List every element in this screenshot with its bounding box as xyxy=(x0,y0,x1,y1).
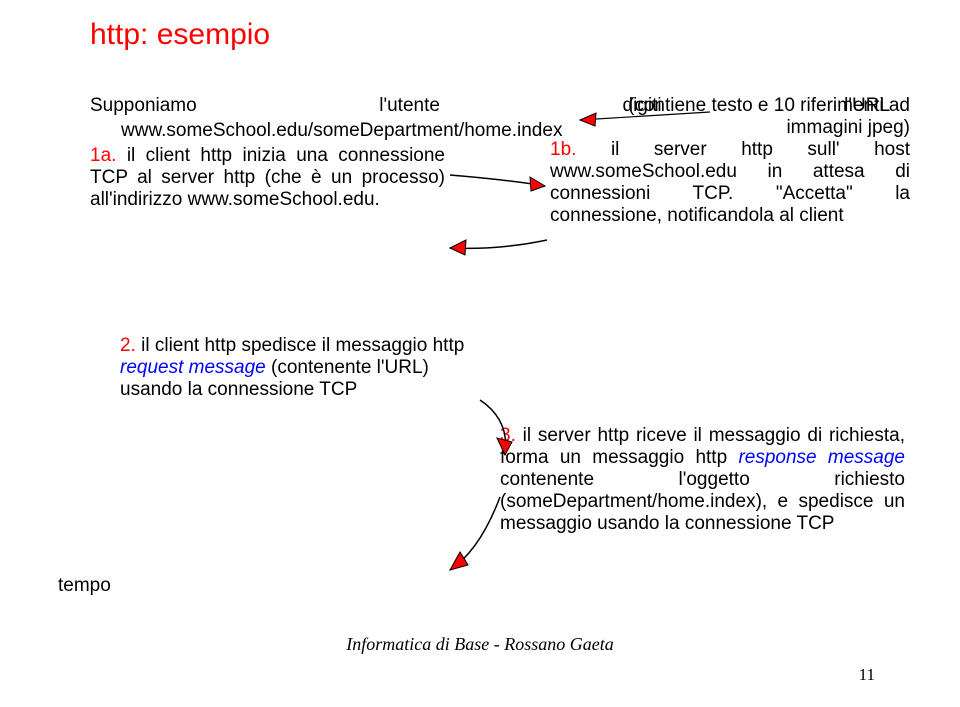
page-number: 11 xyxy=(859,665,875,685)
tempo-label: tempo xyxy=(58,575,111,597)
step-2-num: 2. xyxy=(120,335,136,356)
step-3-num: 3. xyxy=(500,425,516,446)
page-title: http: esempio xyxy=(90,18,270,52)
step-1b-annotation: (contiene testo e 10 riferimenti ad imma… xyxy=(550,95,910,139)
url-text: www.someSchool.edu/someDepartment/home.i… xyxy=(121,120,562,142)
step-2-text-a: il client http spedisce il messaggio htt… xyxy=(136,335,464,356)
step-1b-num: 1b. xyxy=(550,139,576,160)
footer-text: Informatica di Base - Rossano Gaeta xyxy=(0,634,960,655)
intro-p2: l'utente xyxy=(379,95,440,116)
step-1b-region: (contiene testo e 10 riferimenti ad imma… xyxy=(550,95,910,227)
step-1a-text: il client http inizia una connessione TC… xyxy=(90,145,445,210)
step-2: 2. il client http spedisce il messaggio … xyxy=(120,335,475,401)
response-message-text: response message xyxy=(738,447,905,468)
step-1a: 1a. il client http inizia una connession… xyxy=(90,145,445,211)
step-1b-text: il server http sull' host www.someSchool… xyxy=(550,139,910,226)
step-1a-num: 1a. xyxy=(90,145,116,166)
step-3-text-b: contenente l'oggetto richiesto (someDepa… xyxy=(500,469,905,534)
intro-p1: Supponiamo xyxy=(90,95,197,116)
step-3: 3. il server http riceve il messaggio di… xyxy=(500,425,905,535)
request-message-text: request message xyxy=(120,357,266,378)
